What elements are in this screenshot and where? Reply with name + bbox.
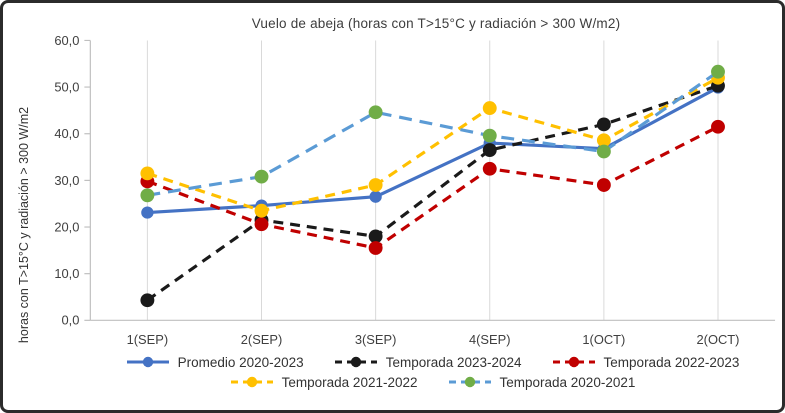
series-line-2 <box>146 84 719 302</box>
x-axis-label: 3(SEP) <box>355 332 397 347</box>
series-marker <box>596 178 611 192</box>
series-marker <box>711 64 725 79</box>
series-marker <box>482 128 497 143</box>
chart-legend: Promedio 2020-2023 Temporada 2023-2024 Tem… <box>91 354 774 390</box>
series-marker <box>482 161 497 176</box>
series-marker <box>140 188 155 203</box>
y-axis-tick-label: 60,0 <box>54 33 79 48</box>
legend-marker-dot <box>464 376 475 388</box>
series-marker <box>368 229 383 244</box>
legend-marker-dot <box>568 356 579 368</box>
series-marker <box>368 105 383 120</box>
series-marker <box>711 119 725 134</box>
chart-title: Vuelo de abeja (horas con T>15°C y radia… <box>251 16 621 31</box>
series-line-5 <box>147 70 719 197</box>
x-axis-label: 1(OCT) <box>582 332 625 347</box>
x-axis-label: 4(SEP) <box>469 332 511 347</box>
series-marker <box>140 293 155 308</box>
series-marker <box>368 241 383 255</box>
series-marker <box>254 217 269 232</box>
legend-label: Temporada 2022-2023 <box>603 354 740 370</box>
legend-label: Temporada 2020-2021 <box>499 374 636 390</box>
y-axis-tick-label: 20,0 <box>54 220 79 235</box>
legend-label: Temporada 2023-2024 <box>385 354 522 370</box>
series-marker <box>141 206 154 219</box>
legend-swatch <box>230 376 273 388</box>
x-axis-label: 2(OCT) <box>697 332 740 347</box>
line-chart-plot: 0,0 10,0 20,0 30,0 40,0 50,0 60,0 1(SEP) 2(SEP) 3… <box>54 33 776 347</box>
x-axis-label: 1(SEP) <box>127 332 169 347</box>
legend-item: Temporada 2023-2024 <box>334 354 522 370</box>
series-marker <box>596 144 611 159</box>
x-axis-label: 2(SEP) <box>241 332 283 347</box>
series-marker <box>140 166 155 181</box>
legend-row: Temporada 2021-2022 Temporada 2020-2021 <box>230 374 636 390</box>
series-line-3 <box>146 125 719 250</box>
y-axis-tick-label: 0,0 <box>61 313 79 328</box>
legend-row: Promedio 2020-2023 Temporada 2023-2024 Tem… <box>126 354 740 370</box>
legend-label: Temporada 2021-2022 <box>281 374 418 390</box>
legend-marker-dot <box>142 356 153 368</box>
legend-item: Promedio 2020-2023 <box>126 354 304 370</box>
legend-swatch <box>552 356 595 368</box>
y-axis-tick-label: 30,0 <box>54 173 79 188</box>
legend-item: Temporada 2020-2021 <box>448 374 636 390</box>
series-marker <box>254 169 269 184</box>
series-marker <box>482 143 497 157</box>
legend-label: Promedio 2020-2023 <box>177 354 304 370</box>
series-marker <box>596 117 611 132</box>
legend-swatch <box>126 356 169 368</box>
legend-item: Temporada 2022-2023 <box>552 354 740 370</box>
y-axis-tick-label: 50,0 <box>54 80 79 95</box>
series-marker <box>368 178 383 192</box>
series-marker <box>254 203 269 218</box>
series-marker <box>369 190 382 203</box>
legend-swatch <box>334 356 377 368</box>
y-axis-tick-label: 40,0 <box>54 126 79 141</box>
legend-marker-dot <box>246 376 257 388</box>
series-marker <box>596 133 611 148</box>
series-marker <box>482 101 497 115</box>
y-axis-tick-label: 10,0 <box>54 266 79 281</box>
legend-marker-dot <box>350 356 361 368</box>
series-line-4 <box>146 76 719 213</box>
legend-item: Temporada 2021-2022 <box>230 374 418 390</box>
legend-swatch <box>448 376 491 388</box>
